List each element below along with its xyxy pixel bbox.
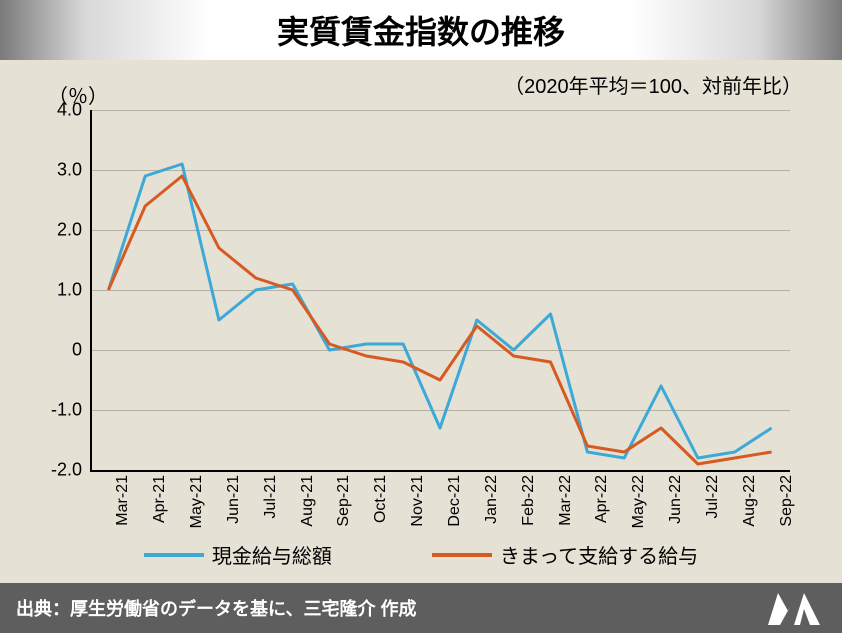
author-logo-icon [766,585,822,627]
chart-subtitle: （2020年平均＝100、対前年比） [504,70,802,99]
source-footer: 出典：厚生労働省のデータを基に、三宅隆介 作成 [0,583,842,633]
x-tick-label: Feb-22 [520,475,538,526]
y-tick-label: 3.0 [57,160,82,181]
y-tick-label: -2.0 [51,460,82,481]
legend-item-series-2: きまって支給する給与 [432,540,698,569]
x-tick-label: Aug-22 [741,475,759,527]
x-tick-label: Jun-21 [225,475,243,524]
x-tick-label: Mar-22 [557,475,575,526]
y-tick-label: 4.0 [57,100,82,121]
x-tick-label: May-22 [630,475,648,528]
x-tick-label: Sep-22 [778,475,796,527]
x-tick-label: Aug-21 [299,475,317,527]
x-tick-label: Apr-21 [151,475,169,523]
x-tick-label: Nov-21 [409,475,427,527]
x-tick-label: Sep-21 [335,475,353,527]
chart-legend: 現金給与総額 きまって支給する給与 [0,540,842,569]
legend-swatch-1 [144,553,204,557]
y-tick-label: -1.0 [51,400,82,421]
legend-label-1: 現金給与総額 [212,540,332,569]
y-tick-label: 1.0 [57,280,82,301]
x-tick-label: Apr-22 [593,475,611,523]
chart-title: 実質賃金指数の推移 [277,7,565,53]
x-axis-line [90,470,790,472]
source-text: 出典：厚生労働省のデータを基に、三宅隆介 作成 [16,595,416,621]
x-tick-label: Dec-21 [446,475,464,527]
series-line-2 [108,176,771,464]
series-line-1 [108,164,771,458]
y-tick-label: 2.0 [57,220,82,241]
x-tick-label: Jan-22 [483,475,501,524]
x-tick-label: Jul-21 [262,475,280,519]
title-bar: 実質賃金指数の推移 [0,0,842,60]
x-tick-label: Jul-22 [704,475,722,519]
x-tick-label: May-21 [188,475,206,528]
y-tick-label: 0 [72,340,82,361]
x-tick-label: Jun-22 [667,475,685,524]
chart-area: 4.03.02.01.00-1.0-2.0 Mar-21Apr-21May-21… [90,110,790,470]
line-chart-plot [90,110,790,470]
x-tick-label: Mar-21 [114,475,132,526]
legend-label-2: きまって支給する給与 [500,540,698,569]
legend-item-series-1: 現金給与総額 [144,540,332,569]
legend-swatch-2 [432,553,492,557]
x-tick-label: Oct-21 [372,475,390,523]
